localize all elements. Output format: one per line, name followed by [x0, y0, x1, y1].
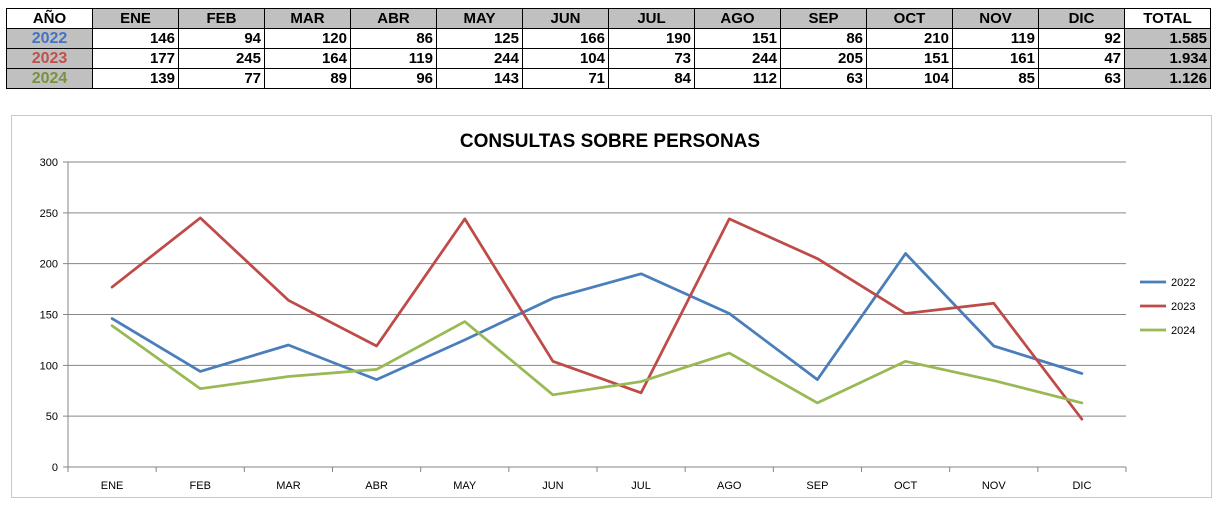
- header-month: ABR: [350, 8, 437, 29]
- value-cell: 77: [178, 68, 265, 89]
- x-tick-label: NOV: [982, 480, 1007, 492]
- chart-container: CONSULTAS SOBRE PERSONAS 0 50 100 150 200 250 3…: [11, 115, 1212, 498]
- value-cell: 73: [608, 48, 695, 69]
- table-header-row: AÑO ENE FEB MAR ABR MAY JUN JUL AGO SEP …: [6, 8, 1211, 29]
- value-cell: 104: [866, 68, 953, 89]
- legend-label: 2024: [1171, 325, 1195, 337]
- y-tick-label: 250: [40, 208, 58, 220]
- header-month: FEB: [178, 8, 265, 29]
- value-cell: 244: [694, 48, 781, 69]
- value-cell: 94: [178, 28, 265, 49]
- value-cell: 205: [780, 48, 867, 69]
- total-cell: 1.585: [1124, 28, 1211, 49]
- x-tick-label: SEP: [806, 480, 828, 492]
- x-tick-label: MAR: [276, 480, 301, 492]
- x-tick-label: ENE: [101, 480, 124, 492]
- series-line-2023: [110, 216, 1084, 421]
- y-tick-label: 50: [46, 411, 58, 423]
- header-month: MAR: [264, 8, 351, 29]
- value-cell: 177: [92, 48, 179, 69]
- value-cell: 104: [522, 48, 609, 69]
- y-tick-label: 300: [40, 157, 58, 169]
- header-month: NOV: [952, 8, 1039, 29]
- header-month: SEP: [780, 8, 867, 29]
- legend-label: 2023: [1171, 301, 1195, 313]
- value-cell: 151: [866, 48, 953, 69]
- data-table: AÑO ENE FEB MAR ABR MAY JUN JUL AGO SEP …: [6, 8, 1211, 89]
- series-line-2024: [110, 320, 1084, 405]
- header-month: JUL: [608, 8, 695, 29]
- table-row: 2022 146 94 120 86 125 166 190 151 86 21…: [6, 28, 1211, 49]
- header-month: MAY: [436, 8, 523, 29]
- value-cell: 119: [350, 48, 437, 69]
- header-month: OCT: [866, 8, 953, 29]
- value-cell: 151: [694, 28, 781, 49]
- header-month: ENE: [92, 8, 179, 29]
- header-month: DIC: [1038, 8, 1125, 29]
- header-month: JUN: [522, 8, 609, 29]
- x-tick-label: DIC: [1072, 480, 1091, 492]
- year-cell: 2023: [6, 48, 93, 69]
- value-cell: 119: [952, 28, 1039, 49]
- value-cell: 125: [436, 28, 523, 49]
- value-cell: 63: [780, 68, 867, 89]
- x-tick-label: MAY: [453, 480, 477, 492]
- value-cell: 84: [608, 68, 695, 89]
- value-cell: 96: [350, 68, 437, 89]
- x-tick-label: AGO: [717, 480, 742, 492]
- value-cell: 139: [92, 68, 179, 89]
- value-cell: 161: [952, 48, 1039, 69]
- y-tick-label: 150: [40, 310, 58, 322]
- total-cell: 1.126: [1124, 68, 1211, 89]
- x-tick-label: OCT: [894, 480, 918, 492]
- chart-title: CONSULTAS SOBRE PERSONAS: [460, 131, 760, 152]
- table-row: 2024 139 77 89 96 143 71 84 112 63 104 8…: [6, 68, 1211, 89]
- y-tick-label: 0: [52, 462, 58, 474]
- value-cell: 190: [608, 28, 695, 49]
- x-tick-label: JUN: [542, 480, 563, 492]
- total-cell: 1.934: [1124, 48, 1211, 69]
- series-line-2022: [110, 252, 1084, 381]
- value-cell: 92: [1038, 28, 1125, 49]
- value-cell: 210: [866, 28, 953, 49]
- y-tick-label: 200: [40, 259, 58, 271]
- y-tick-label: 100: [40, 360, 58, 372]
- value-cell: 244: [436, 48, 523, 69]
- x-tick-label: JUL: [631, 480, 651, 492]
- value-cell: 112: [694, 68, 781, 89]
- value-cell: 164: [264, 48, 351, 69]
- value-cell: 86: [780, 28, 867, 49]
- legend-label: 2022: [1171, 277, 1195, 289]
- header-year: AÑO: [6, 8, 93, 29]
- year-cell: 2024: [6, 68, 93, 89]
- header-month: AGO: [694, 8, 781, 29]
- value-cell: 166: [522, 28, 609, 49]
- value-cell: 86: [350, 28, 437, 49]
- value-cell: 63: [1038, 68, 1125, 89]
- value-cell: 89: [264, 68, 351, 89]
- value-cell: 120: [264, 28, 351, 49]
- x-tick-label: FEB: [190, 480, 211, 492]
- header-total: TOTAL: [1124, 8, 1211, 29]
- value-cell: 71: [522, 68, 609, 89]
- year-cell: 2022: [6, 28, 93, 49]
- x-tick-label: ABR: [365, 480, 388, 492]
- value-cell: 85: [952, 68, 1039, 89]
- value-cell: 245: [178, 48, 265, 69]
- table-row: 2023 177 245 164 119 244 104 73 244 205 …: [6, 48, 1211, 69]
- value-cell: 146: [92, 28, 179, 49]
- value-cell: 143: [436, 68, 523, 89]
- value-cell: 47: [1038, 48, 1125, 69]
- line-chart: CONSULTAS SOBRE PERSONAS 0 50 100 150 200 250 3…: [40, 131, 1196, 492]
